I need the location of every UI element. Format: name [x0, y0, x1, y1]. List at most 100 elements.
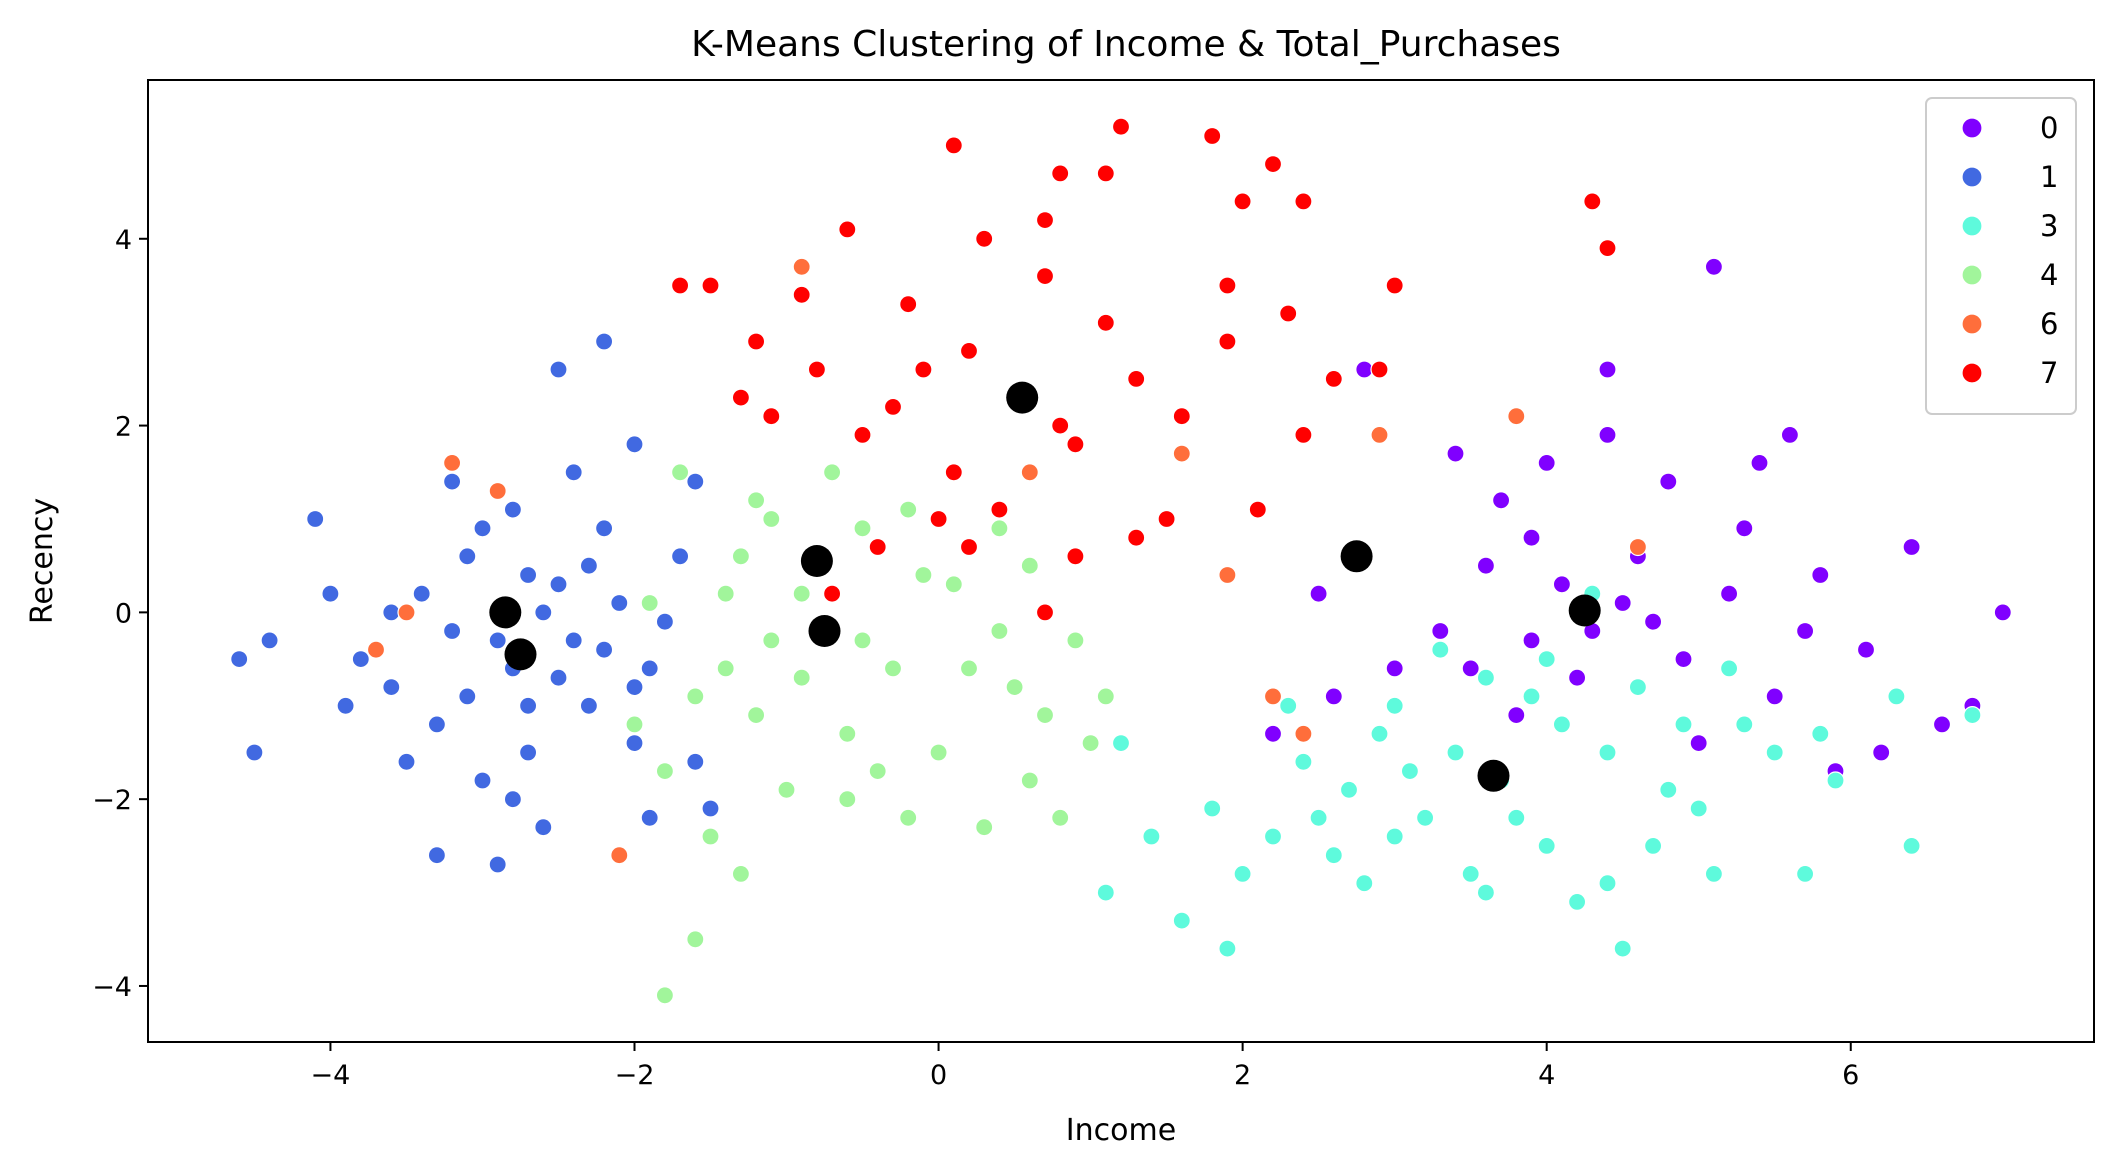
data-point-cluster-7: [1263, 155, 1283, 174]
data-point-cluster-4: [701, 827, 720, 846]
data-point-cluster-3: [1765, 743, 1784, 762]
y-axis-label: Recency: [25, 498, 60, 624]
data-point-cluster-1: [458, 547, 477, 566]
data-point-cluster-1: [686, 472, 705, 491]
data-point-cluster-7: [1172, 407, 1191, 426]
data-point-cluster-3: [1203, 799, 1222, 818]
data-point-cluster-4: [686, 687, 705, 706]
data-point-cluster-4: [1096, 687, 1115, 706]
data-point-cluster-0: [1765, 687, 1784, 706]
data-point-cluster-1: [351, 649, 370, 669]
data-point-cluster-4: [792, 668, 811, 687]
data-point-cluster-3: [1309, 808, 1328, 827]
data-point-cluster-3: [1446, 743, 1465, 762]
data-point-cluster-7: [883, 397, 903, 416]
x-axis: −4 −2 0 2 4 6: [311, 1042, 1859, 1091]
data-point-cluster-1: [503, 790, 523, 809]
data-point-cluster-0: [1704, 257, 1724, 276]
data-point-cluster-7: [1051, 416, 1070, 435]
data-point-cluster-0: [1491, 491, 1511, 510]
data-point-cluster-4: [853, 631, 872, 650]
data-point-cluster-0: [1932, 715, 1952, 734]
data-point-cluster-4: [899, 808, 918, 827]
y-tick-label: 4: [115, 225, 132, 256]
data-point-cluster-3: [1294, 752, 1313, 771]
data-point-cluster-0: [1719, 584, 1739, 603]
data-point-cluster-4: [716, 659, 735, 678]
centroid-marker: [800, 545, 833, 577]
data-point-cluster-7: [1035, 267, 1055, 286]
data-point-cluster-3: [1598, 743, 1617, 762]
data-point-cluster-7: [1583, 192, 1602, 211]
legend-marker-4: [1961, 264, 1983, 286]
data-point-cluster-0: [1902, 537, 1921, 557]
legend-label-3: 3: [2040, 209, 2058, 243]
data-point-cluster-3: [1598, 874, 1617, 893]
data-point-cluster-1: [640, 808, 659, 827]
data-point-cluster-7: [1218, 332, 1237, 351]
data-point-cluster-1: [579, 696, 599, 715]
data-point-cluster-1: [549, 575, 568, 594]
data-point-cluster-1: [443, 621, 462, 641]
data-point-cluster-7: [1233, 192, 1252, 211]
data-point-cluster-1: [397, 752, 416, 771]
data-point-cluster-0: [1355, 360, 1374, 379]
centroid-marker: [1477, 759, 1510, 792]
data-point-cluster-0: [1263, 724, 1283, 743]
data-point-cluster-1: [230, 649, 249, 669]
data-point-cluster-3: [1279, 696, 1298, 715]
data-point-cluster-7: [853, 425, 872, 444]
data-point-cluster-1: [427, 846, 446, 865]
data-point-cluster-4: [777, 780, 796, 799]
data-point-cluster-7: [914, 360, 933, 379]
data-point-cluster-0: [1476, 556, 1496, 575]
data-point-cluster-0: [1811, 565, 1830, 585]
data-point-cluster-1: [458, 687, 477, 706]
data-point-cluster-7: [944, 463, 963, 482]
data-point-cluster-7: [1127, 528, 1146, 547]
data-point-cluster-1: [625, 435, 644, 454]
data-point-cluster-7: [1324, 369, 1343, 388]
data-point-cluster-0: [1993, 603, 2012, 622]
data-point-cluster-6: [1294, 724, 1313, 743]
data-point-cluster-4: [959, 659, 979, 678]
data-point-cluster-3: [1476, 883, 1496, 902]
data-point-cluster-4: [655, 761, 675, 781]
data-point-cluster-4: [899, 500, 918, 519]
data-point-cluster-4: [838, 724, 857, 743]
data-point-cluster-6: [1172, 444, 1191, 463]
data-point-cluster-1: [473, 519, 492, 538]
data-point-cluster-0: [1750, 453, 1769, 472]
data-point-cluster-3: [1431, 640, 1450, 659]
data-point-cluster-1: [382, 677, 401, 697]
data-point-cluster-3: [1887, 687, 1906, 706]
y-tick-label: −2: [92, 785, 132, 816]
legend: 0 1 3 4 6 7: [1925, 97, 2077, 415]
data-point-cluster-1: [549, 668, 568, 687]
data-point-cluster-7: [701, 276, 720, 295]
y-axis: −4 −2 0 2 4: [92, 225, 148, 1003]
data-point-cluster-4: [746, 705, 766, 725]
data-point-cluster-7: [1203, 126, 1222, 146]
data-point-cluster-1: [260, 631, 279, 650]
chart-title: K-Means Clustering of Income & Total_Pur…: [691, 24, 1561, 65]
data-point-cluster-7: [1294, 425, 1313, 444]
data-point-cluster-7: [822, 584, 842, 603]
data-point-cluster-1: [245, 743, 264, 762]
data-point-cluster-1: [594, 332, 614, 351]
data-point-cluster-7: [1385, 276, 1404, 295]
centroid-marker: [489, 596, 522, 629]
data-point-cluster-4: [792, 584, 811, 603]
data-point-cluster-1: [534, 818, 553, 837]
x-tick-label: −4: [311, 1060, 351, 1091]
data-point-cluster-1: [579, 556, 599, 575]
data-point-cluster-3: [1522, 687, 1541, 706]
data-point-cluster-7: [1248, 500, 1267, 519]
data-point-cluster-4: [655, 986, 675, 1005]
data-point-cluster-7: [1598, 239, 1617, 258]
data-point-cluster-1: [503, 500, 523, 519]
data-point-cluster-3: [1476, 668, 1496, 687]
data-point-cluster-0: [1446, 444, 1465, 463]
